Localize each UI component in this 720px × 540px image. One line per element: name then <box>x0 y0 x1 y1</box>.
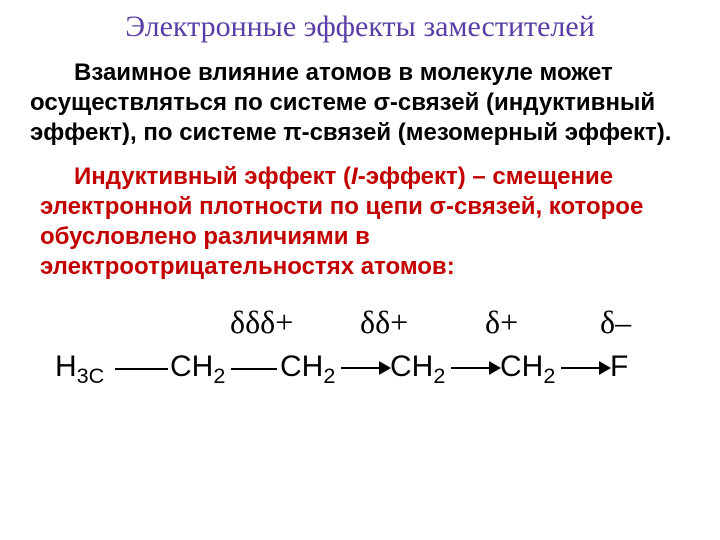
atom-3: CH2 <box>390 350 445 384</box>
partial-charge-0: δδδ+ <box>230 304 293 341</box>
atom-2: CH2 <box>280 350 335 384</box>
def-lead: Индуктивный эффект ( <box>74 163 351 190</box>
bond-arrow-0 <box>341 359 391 377</box>
slide-title: Электронные эффекты заместителей <box>30 10 690 44</box>
def-italic: I <box>351 163 358 190</box>
atom-0: H3C <box>55 350 104 384</box>
bond-arrow-1 <box>451 359 501 377</box>
bond-arrow-2 <box>561 359 611 377</box>
partial-charge-1: δδ+ <box>360 304 408 341</box>
def-mid: -эффект) – <box>358 163 493 190</box>
bond-plain-0 <box>115 368 168 370</box>
bond-plain-1 <box>231 368 277 370</box>
intro-paragraph: Взаимное влияние атомов в молекуле может… <box>30 58 690 148</box>
carbon-chain-row: H3C CH2 CH2 CH2 CH2 F <box>55 342 680 392</box>
atom-4: CH2 <box>500 350 555 384</box>
partial-charge-3: δ– <box>600 304 631 341</box>
partial-charge-2: δ+ <box>485 304 518 341</box>
partial-charges-row: δδδ+ δδ+ δ+ δ– <box>55 304 680 342</box>
atom-5: F <box>610 350 628 384</box>
atom-1: CH2 <box>170 350 225 384</box>
definition-paragraph: Индуктивный эффект (I-эффект) – смещение… <box>40 162 690 282</box>
chemical-formula: δδδ+ δδ+ δ+ δ– H3C CH2 CH2 CH2 CH2 F <box>55 304 680 404</box>
